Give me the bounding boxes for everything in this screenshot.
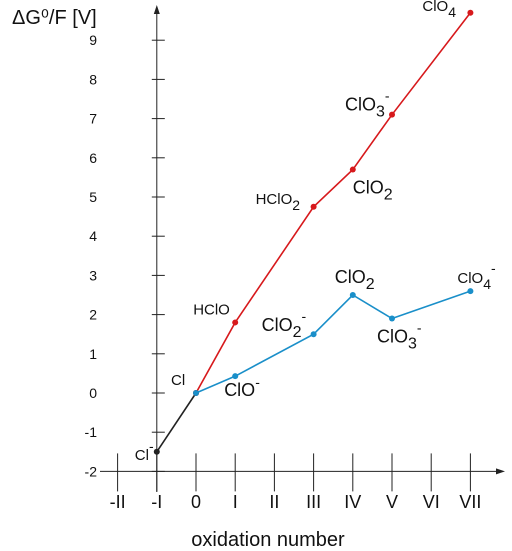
point-label: ClO3- [345, 88, 390, 121]
point-label: Cl [171, 372, 185, 389]
data-point [389, 315, 395, 322]
data-point [349, 292, 356, 298]
series-line [195, 12, 472, 394]
series-group [153, 9, 474, 455]
x-tick-label: VII [459, 492, 481, 512]
data-point [310, 203, 317, 210]
point-label: ClO2 [335, 267, 375, 293]
y-axis-arrow [153, 5, 160, 14]
x-tick-label: -II [110, 492, 126, 512]
series-line [195, 290, 471, 394]
data-point [193, 390, 199, 396]
point-label: ClO4- [422, 0, 461, 20]
point-label: HClO2 [256, 191, 301, 213]
x-tick-label: II [269, 492, 279, 512]
data-point [232, 373, 239, 380]
data-point [389, 111, 395, 118]
y-tick-label: 2 [89, 307, 97, 323]
y-tick-label: 1 [89, 346, 97, 362]
x-tick-label: III [306, 492, 321, 512]
point-label: ClO2- [262, 308, 307, 341]
data-point [467, 9, 474, 16]
x-tick-label: VI [423, 492, 440, 512]
data-point [349, 166, 356, 173]
x-tick-label: 0 [191, 492, 201, 512]
y-tick-label: 9 [89, 32, 97, 48]
y-tick-label: 5 [89, 189, 97, 205]
x-tick-label: V [386, 492, 398, 512]
y-tick-label: 4 [89, 228, 97, 244]
y-tick-label: 8 [89, 71, 97, 87]
x-tick-label: I [233, 492, 238, 512]
y-tick-label: -1 [85, 424, 98, 440]
data-point [153, 448, 160, 455]
x-axis-arrow [496, 468, 505, 475]
y-tick-label: 3 [89, 267, 97, 283]
data-point [467, 288, 474, 295]
y-tick-label: -2 [85, 463, 98, 479]
point-label: Cl- [135, 438, 154, 464]
data-point [232, 319, 239, 326]
point-label: ClO- [224, 374, 260, 400]
data-point [310, 331, 317, 338]
y-tick-label: 7 [89, 111, 97, 127]
point-label: ClO2 [353, 178, 393, 204]
series-line [156, 392, 197, 453]
point-label: ClO4- [457, 260, 496, 292]
point-label: ClO3- [377, 320, 422, 353]
y-axis-label: ΔG⁰/F [V] [12, 7, 97, 29]
x-tick-label: -I [151, 492, 162, 512]
x-tick-label: IV [344, 492, 361, 512]
point-label: HClO [193, 301, 230, 318]
x-axis-label: oxidation number [191, 529, 345, 551]
y-tick-label: 6 [89, 150, 97, 166]
point-labels: Cl- Cl HClO HClO2 ClO2 ClO3- ClO4- ClO- ClO2- ClO… [135, 0, 496, 464]
y-tick-label: 0 [89, 385, 97, 401]
